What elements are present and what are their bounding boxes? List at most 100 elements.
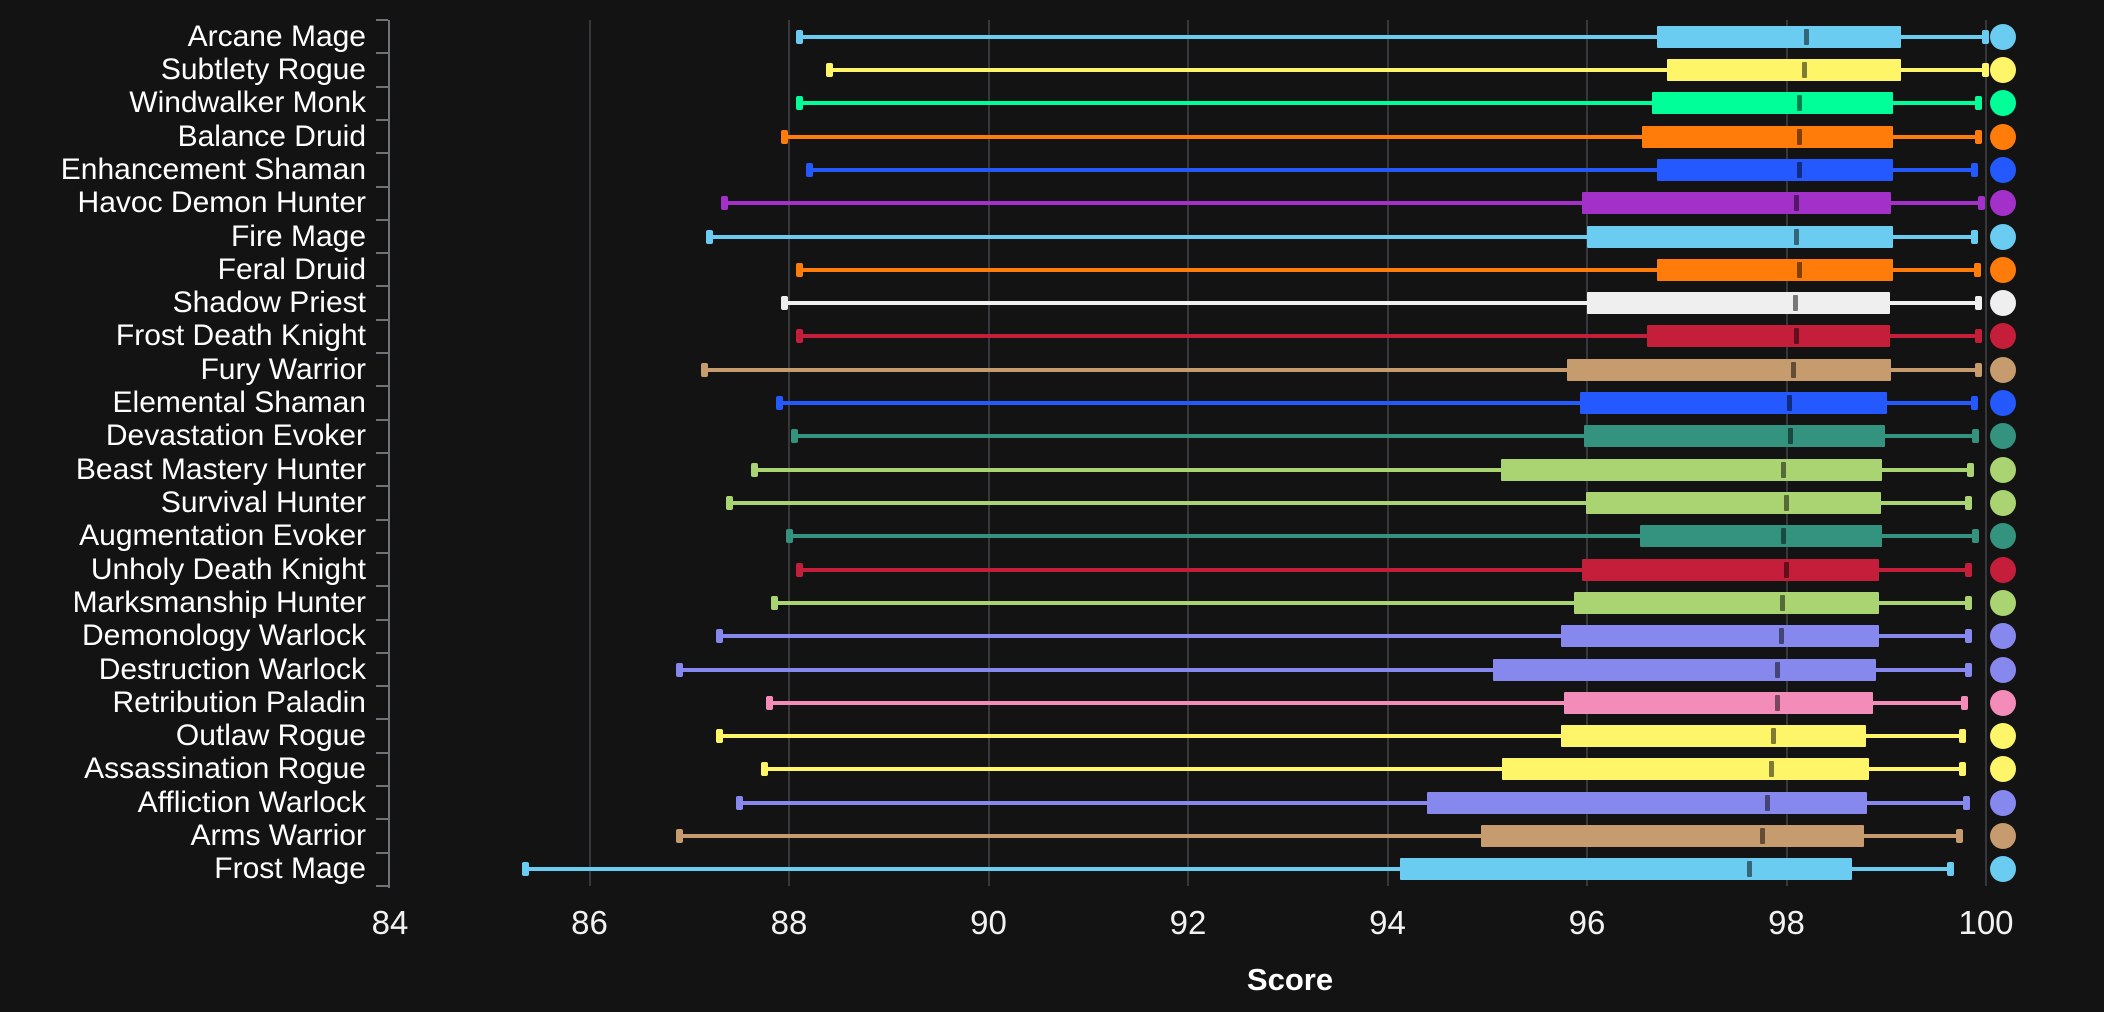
box bbox=[1651, 92, 1894, 115]
whisker-cap-high bbox=[1975, 296, 1983, 311]
median-line bbox=[1793, 328, 1799, 345]
whisker-line bbox=[779, 401, 1976, 406]
category-label: Windwalker Monk bbox=[129, 86, 366, 120]
whisker-cap-high bbox=[1965, 562, 1973, 577]
whisker-cap-high bbox=[1971, 229, 1979, 244]
whisker-line bbox=[739, 800, 1968, 805]
whisker-line bbox=[709, 234, 1975, 239]
box bbox=[1574, 591, 1880, 614]
median-line bbox=[1781, 461, 1786, 478]
box bbox=[1561, 625, 1880, 648]
whisker-cap-low bbox=[676, 829, 684, 844]
x-tick-label: 86 bbox=[571, 904, 608, 941]
whisker-line bbox=[789, 534, 1977, 539]
x-tick-label: 98 bbox=[1768, 904, 1805, 941]
whisker-cap-low bbox=[805, 162, 813, 177]
box bbox=[1561, 725, 1867, 748]
whisker-cap-low bbox=[751, 462, 759, 477]
x-gridline bbox=[987, 20, 990, 886]
category-label: Balance Druid bbox=[177, 119, 366, 153]
box bbox=[1582, 192, 1892, 215]
y-axis-tick bbox=[376, 585, 388, 588]
class-color-dot bbox=[1990, 23, 2016, 50]
y-axis-tick bbox=[376, 785, 388, 788]
class-color-dot bbox=[1990, 523, 2016, 550]
whisker-cap-high bbox=[1967, 462, 1975, 477]
whisker-cap-high bbox=[1982, 29, 1989, 44]
x-gridline bbox=[788, 20, 790, 886]
whisker-line bbox=[798, 267, 1978, 272]
whisker-cap-low bbox=[795, 262, 803, 277]
whisker-cap-low bbox=[701, 362, 709, 377]
category-label: Elemental Shaman bbox=[112, 386, 366, 420]
median-line bbox=[1769, 761, 1775, 778]
median-line bbox=[1796, 128, 1802, 145]
x-tick-label: 84 bbox=[371, 904, 409, 941]
category-label: Arms Warrior bbox=[190, 819, 366, 853]
whisker-line bbox=[798, 567, 1970, 572]
whisker-cap-high bbox=[1959, 762, 1967, 777]
y-axis-tick bbox=[376, 19, 388, 21]
median-line bbox=[1793, 195, 1799, 212]
whisker-line bbox=[808, 167, 1975, 172]
class-color-dot bbox=[1990, 123, 2016, 150]
whisker-cap-low bbox=[706, 229, 714, 244]
box bbox=[1427, 791, 1868, 814]
category-label: Beast Mastery Hunter bbox=[75, 452, 366, 486]
x-gridline bbox=[1187, 20, 1189, 886]
median-line bbox=[1775, 694, 1781, 711]
median-line bbox=[1793, 228, 1799, 245]
whisker-cap-high bbox=[1975, 129, 1983, 144]
y-axis-tick bbox=[376, 52, 388, 55]
x-tick-label: 94 bbox=[1369, 904, 1406, 941]
whisker-cap-high bbox=[1965, 662, 1973, 677]
y-axis-tick bbox=[376, 685, 388, 688]
whisker-cap-low bbox=[726, 495, 734, 510]
whisker-cap-low bbox=[790, 429, 798, 444]
x-tick-label: 90 bbox=[970, 904, 1007, 941]
box bbox=[1564, 691, 1874, 714]
whisker-cap-low bbox=[736, 795, 744, 810]
category-label: Unholy Death Knight bbox=[90, 552, 366, 586]
box bbox=[1641, 125, 1894, 148]
median-line bbox=[1775, 661, 1781, 678]
category-label: Enhancement Shaman bbox=[60, 152, 366, 186]
whisker-line bbox=[719, 634, 1970, 639]
whisker-cap-low bbox=[716, 629, 724, 644]
class-color-dot bbox=[1990, 556, 2016, 583]
box bbox=[1639, 525, 1883, 548]
y-axis-tick bbox=[376, 385, 388, 388]
whisker-cap-high bbox=[1974, 262, 1982, 277]
box bbox=[1586, 491, 1882, 514]
whisker-cap-high bbox=[1947, 862, 1955, 877]
whisker-line bbox=[793, 434, 1977, 439]
whisker-cap-high bbox=[1965, 495, 1973, 510]
box bbox=[1582, 558, 1880, 581]
whisker-line bbox=[724, 201, 1982, 206]
x-gridline bbox=[1785, 20, 1788, 886]
y-axis-tick bbox=[376, 285, 388, 288]
x-gridline bbox=[1985, 20, 1987, 886]
y-axis-tick bbox=[376, 85, 388, 88]
category-label: Destruction Warlock bbox=[98, 652, 366, 686]
median-line bbox=[1780, 594, 1785, 611]
category-label: Augmentation Evoker bbox=[79, 519, 366, 553]
box bbox=[1646, 325, 1891, 348]
y-axis-tick bbox=[376, 318, 388, 321]
whisker-line bbox=[798, 101, 1979, 106]
x-tick-label: 96 bbox=[1568, 904, 1606, 941]
whisker-line bbox=[679, 834, 1961, 839]
whisker-cap-low bbox=[781, 129, 788, 144]
median-line bbox=[1790, 361, 1796, 378]
x-gridline bbox=[1586, 20, 1588, 886]
whisker-cap-high bbox=[1982, 62, 1989, 77]
whisker-cap-low bbox=[521, 862, 529, 877]
class-color-dot bbox=[1990, 156, 2016, 183]
whisker-cap-low bbox=[795, 329, 803, 344]
whisker-cap-low bbox=[795, 562, 803, 577]
whisker-cap-low bbox=[771, 595, 779, 610]
category-label: Fire Mage bbox=[230, 219, 366, 253]
median-line bbox=[1771, 728, 1777, 745]
category-label: Outlaw Rogue bbox=[175, 719, 366, 753]
